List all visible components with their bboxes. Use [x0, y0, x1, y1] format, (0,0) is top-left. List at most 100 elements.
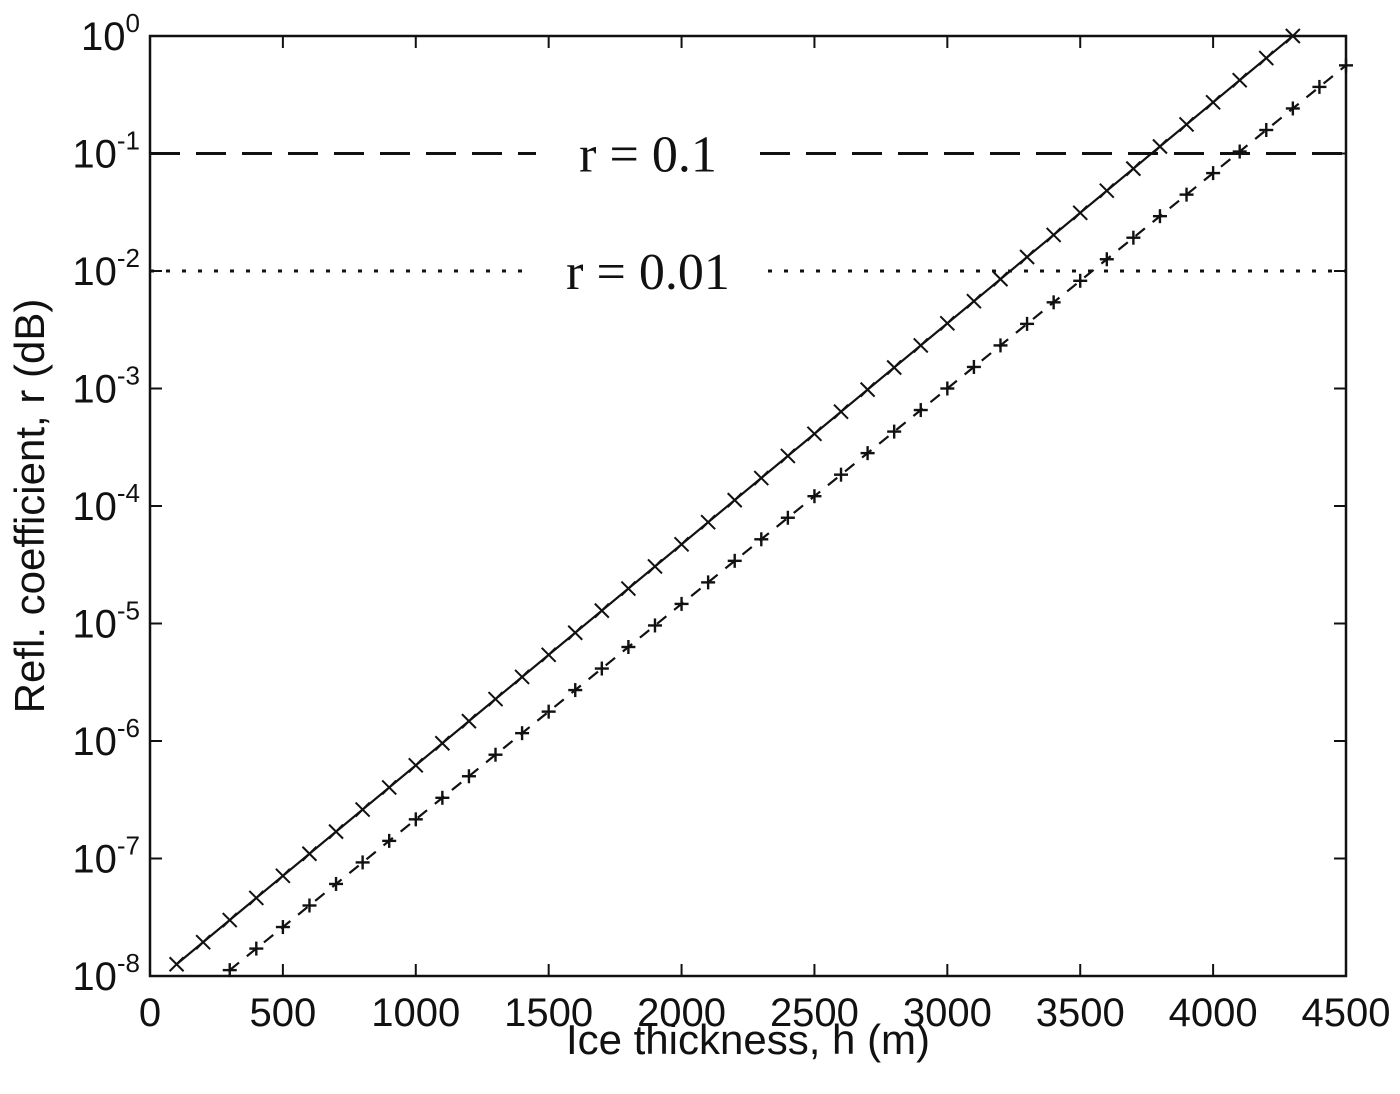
marker-stroke	[540, 647, 557, 663]
series-layer	[168, 28, 1353, 978]
series-marker	[515, 726, 530, 741]
marker-stroke	[673, 536, 690, 553]
series-marker	[275, 868, 291, 884]
x-tick-label: 2000	[637, 991, 726, 1035]
series-marker	[408, 757, 424, 774]
marker-stroke	[567, 625, 583, 641]
series-marker	[993, 338, 1008, 353]
x-tick-label: 1000	[371, 991, 460, 1035]
series-marker	[834, 467, 849, 482]
series-marker	[1020, 316, 1035, 331]
series-marker	[1339, 58, 1353, 73]
series-marker	[381, 779, 397, 796]
series-marker	[355, 855, 370, 870]
series-marker	[620, 580, 637, 597]
series-marker	[249, 941, 264, 956]
series-marker	[222, 912, 238, 928]
y-tick-label: 10-3	[72, 361, 140, 412]
marker-stroke	[859, 381, 876, 398]
marker-stroke	[168, 956, 185, 972]
marker-stroke	[647, 558, 663, 575]
marker-stroke	[753, 470, 769, 486]
series-marker	[859, 381, 876, 398]
marker-stroke	[700, 514, 716, 530]
series-marker	[248, 890, 265, 906]
marker-stroke	[1152, 138, 1168, 155]
plot-frame	[148, 34, 1348, 978]
series-marker	[1285, 101, 1300, 116]
marker-stroke	[301, 846, 318, 862]
series-marker	[1126, 230, 1141, 245]
y-tick-label: 10-2	[72, 243, 140, 294]
series-marker	[488, 747, 503, 762]
series-marker	[1073, 273, 1088, 288]
y-tick-label: 10-6	[72, 713, 140, 764]
series-marker	[647, 618, 662, 633]
series-marker	[1072, 205, 1088, 221]
marker-stroke	[195, 934, 211, 950]
series-marker	[275, 920, 290, 935]
series-marker	[860, 446, 875, 461]
x-axis-label: Ice thickness, h (m)	[566, 1016, 930, 1063]
marker-stroke	[1099, 183, 1115, 199]
x-tick-label: 4500	[1302, 991, 1391, 1035]
series-marker	[1285, 28, 1301, 44]
series-marker	[780, 448, 796, 464]
marker-stroke	[461, 713, 477, 729]
marker-stroke	[408, 757, 424, 774]
series-marker	[886, 359, 902, 376]
series-marker	[354, 801, 371, 818]
y-tick-label: 10-5	[72, 596, 140, 647]
series-marker	[1312, 79, 1327, 94]
marker-stroke	[727, 492, 743, 508]
marker-stroke	[913, 337, 929, 354]
series-marker	[222, 963, 237, 978]
series-marker	[1231, 72, 1248, 88]
series-marker	[754, 532, 769, 547]
series-marker	[1046, 295, 1061, 310]
series-marker	[727, 492, 743, 508]
marker-stroke	[1231, 72, 1248, 88]
series-marker	[673, 536, 690, 553]
series-marker	[435, 790, 450, 805]
marker-stroke	[1205, 94, 1221, 111]
marker-stroke	[833, 404, 849, 420]
series-marker	[1258, 50, 1274, 66]
series-marker	[195, 934, 211, 950]
series-marker	[514, 669, 530, 685]
series-marker	[541, 704, 556, 719]
series-marker	[567, 625, 583, 641]
series-marker	[833, 404, 849, 420]
marker-stroke	[1125, 160, 1142, 177]
series-marker	[807, 489, 822, 504]
series-marker	[1152, 138, 1168, 155]
marker-stroke	[328, 823, 344, 840]
y-tick-label: 10-1	[72, 126, 140, 177]
marker-stroke	[275, 868, 291, 884]
series-marker	[487, 691, 504, 707]
series-marker	[540, 647, 557, 663]
ticks-layer: 0 500 1000 1500 2000 2500 3000 3500 4000 4500 100 1…	[72, 8, 1390, 1035]
y-axis-label: Refl. coefficient, r (dB)	[6, 299, 53, 714]
marker-stroke	[886, 359, 902, 376]
marker-stroke	[992, 271, 1009, 287]
series-marker	[1125, 160, 1142, 177]
series-marker	[939, 315, 956, 332]
marker-stroke	[222, 912, 238, 928]
x-tick-label: 3500	[1036, 991, 1125, 1035]
marker-stroke	[939, 315, 956, 332]
marker-stroke	[620, 580, 637, 597]
series-marker	[1178, 116, 1195, 133]
series-marker	[594, 602, 610, 619]
series-marker	[753, 470, 769, 486]
marker-stroke	[780, 448, 796, 464]
series-marker	[461, 769, 476, 784]
series-marker	[1045, 227, 1062, 243]
marker-stroke	[381, 779, 397, 796]
marker-stroke	[1045, 227, 1062, 243]
series-marker	[382, 833, 397, 848]
series-marker	[966, 293, 982, 309]
marker-stroke	[434, 735, 451, 751]
series-marker	[940, 381, 955, 396]
